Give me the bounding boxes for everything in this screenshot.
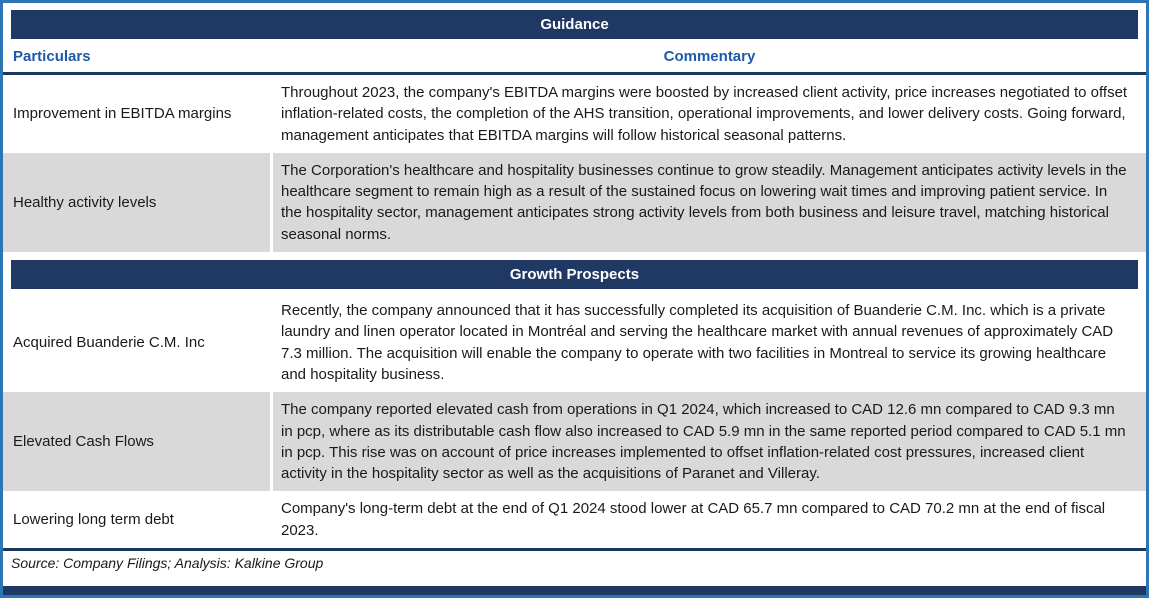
row-particular: Acquired Buanderie C.M. Inc bbox=[3, 293, 273, 393]
table-row: Improvement in EBITDA margins Throughout… bbox=[3, 75, 1146, 153]
column-header-row: Particulars Commentary bbox=[3, 39, 1146, 75]
section-header-guidance: Guidance bbox=[11, 10, 1138, 39]
table-row: Lowering long term debt Company's long-t… bbox=[3, 491, 1146, 549]
row-particular: Elevated Cash Flows bbox=[3, 392, 273, 492]
bottom-accent-bar bbox=[3, 586, 1146, 595]
section-gap bbox=[3, 252, 1146, 260]
row-particular: Improvement in EBITDA margins bbox=[3, 75, 273, 153]
row-commentary: The company reported elevated cash from … bbox=[281, 401, 1126, 483]
table-row: Elevated Cash Flows The company reported… bbox=[3, 392, 1146, 492]
section-header-growth-prospects: Growth Prospects bbox=[11, 260, 1138, 290]
table-row: Healthy activity levels The Corporation'… bbox=[3, 152, 1146, 253]
source-note: Source: Company Filings; Analysis: Kalki… bbox=[3, 548, 1146, 575]
row-commentary: Recently, the company announced that it … bbox=[281, 302, 1114, 383]
row-particular: Healthy activity levels bbox=[3, 152, 273, 253]
table-row: Acquired Buanderie C.M. Inc Recently, th… bbox=[3, 293, 1146, 393]
row-commentary: Throughout 2023, the company's EBITDA ma… bbox=[281, 84, 1128, 144]
row-commentary: Company's long-term debt at the end of Q… bbox=[281, 500, 1106, 539]
column-header-commentary: Commentary bbox=[663, 48, 756, 65]
row-particular: Lowering long term debt bbox=[3, 491, 273, 549]
row-commentary: The Corporation's healthcare and hospita… bbox=[281, 161, 1127, 243]
column-header-particulars: Particulars bbox=[13, 48, 91, 65]
